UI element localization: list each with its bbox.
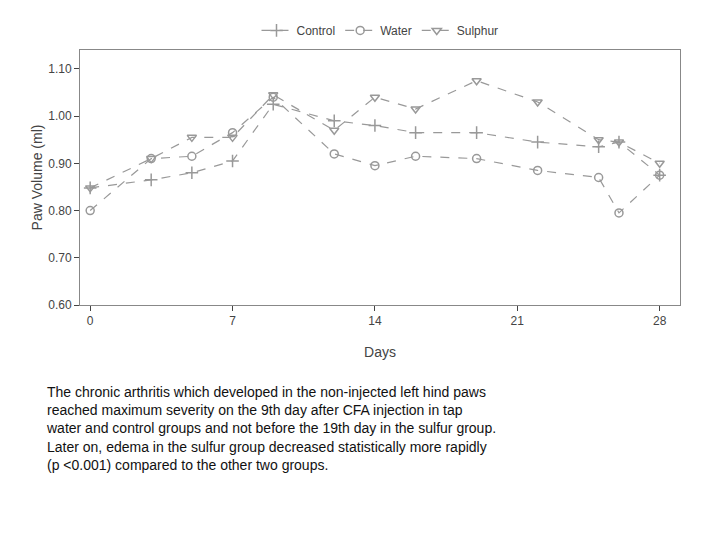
svg-text:0.70: 0.70	[48, 251, 72, 265]
svg-text:0.60: 0.60	[48, 298, 72, 312]
svg-text:Sulphur: Sulphur	[457, 24, 498, 38]
svg-text:0.90: 0.90	[48, 157, 72, 171]
svg-text:Control: Control	[297, 24, 336, 38]
svg-text:Paw Volume (ml): Paw Volume (ml)	[29, 125, 45, 231]
svg-text:1.00: 1.00	[48, 109, 72, 123]
svg-text:7: 7	[229, 314, 236, 328]
svg-text:14: 14	[368, 314, 382, 328]
svg-text:1.10: 1.10	[48, 62, 72, 76]
svg-text:28: 28	[653, 314, 667, 328]
svg-text:The chronic arthritis which de: The chronic arthritis which developed in…	[46, 384, 496, 473]
svg-text:21: 21	[511, 314, 525, 328]
svg-text:Water: Water	[380, 24, 412, 38]
svg-text:0: 0	[87, 314, 94, 328]
svg-text:0.80: 0.80	[48, 204, 72, 218]
svg-text:Days: Days	[364, 344, 396, 360]
